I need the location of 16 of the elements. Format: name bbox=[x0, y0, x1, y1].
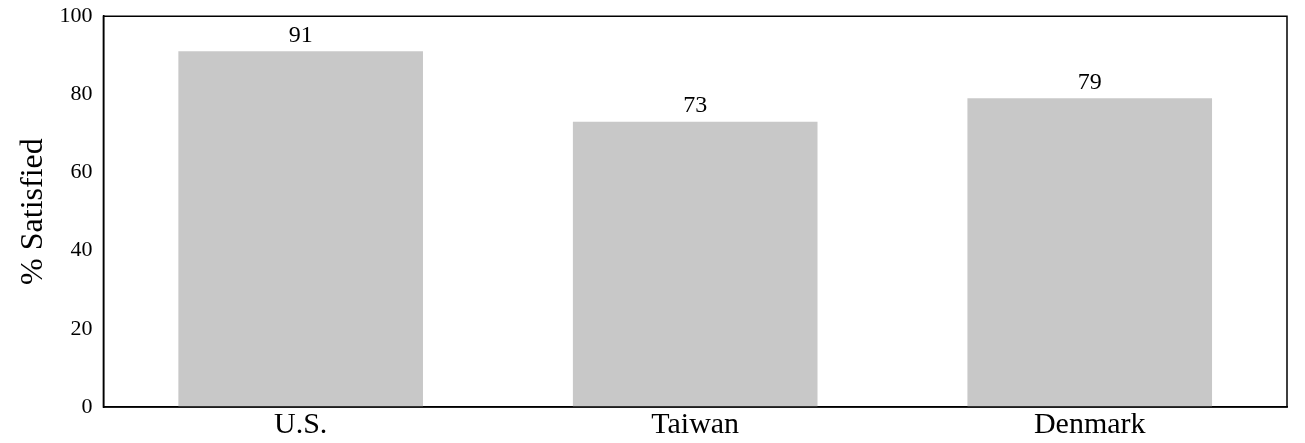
y-tick-label: 40 bbox=[70, 236, 93, 262]
x-tick-label: Denmark bbox=[1033, 405, 1146, 439]
x-tick-label: Taiwan bbox=[651, 405, 740, 439]
data-label: 91 bbox=[288, 20, 313, 47]
bar bbox=[967, 98, 1213, 407]
y-tick-label: 0 bbox=[81, 392, 93, 418]
y-tick-label: 80 bbox=[70, 80, 93, 106]
data-label: 79 bbox=[1077, 67, 1102, 94]
bar bbox=[572, 121, 818, 407]
y-axis-title: % Satisfied bbox=[12, 138, 49, 285]
y-tick-label: 60 bbox=[70, 158, 93, 184]
data-label: 73 bbox=[683, 91, 708, 118]
bar bbox=[178, 51, 423, 407]
x-tick-label: U.S. bbox=[273, 405, 328, 439]
y-tick-label: 20 bbox=[70, 314, 93, 340]
y-tick-label: 100 bbox=[59, 1, 93, 27]
